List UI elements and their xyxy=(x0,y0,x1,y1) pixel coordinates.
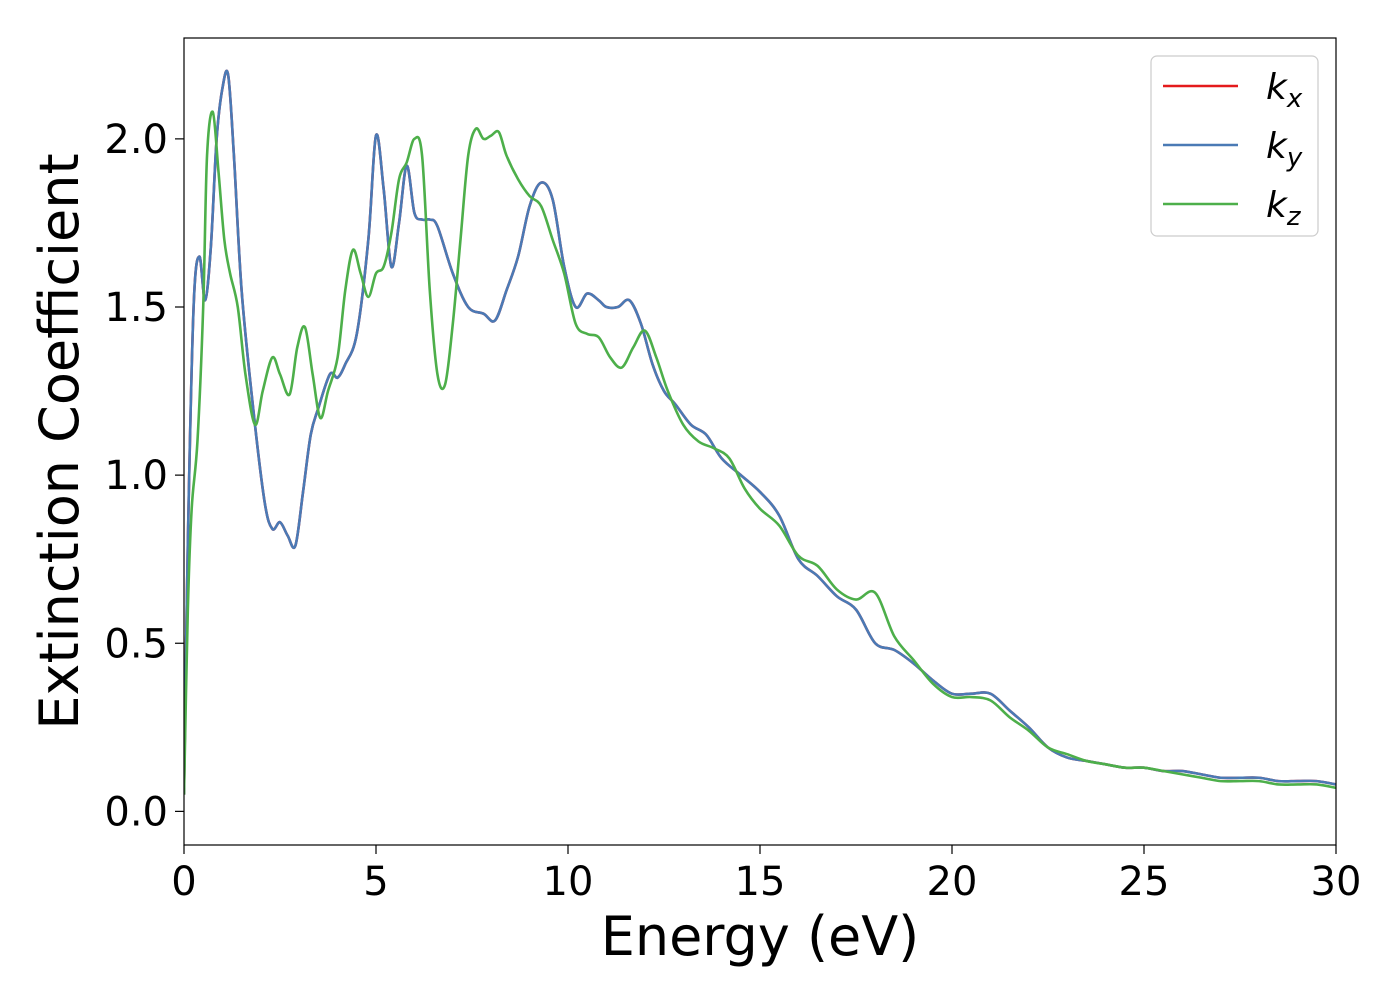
y-tick-label: 1.5 xyxy=(104,285,168,331)
y-tick-label: 0.0 xyxy=(104,789,168,835)
x-tick-label: 25 xyxy=(1119,859,1170,905)
legend: kx ky kz xyxy=(1150,55,1319,237)
x-tick-label: 10 xyxy=(543,859,594,905)
x-tick-label: 5 xyxy=(363,859,388,905)
x-tick-label: 30 xyxy=(1311,859,1362,905)
y-tick-label: 0.5 xyxy=(104,621,168,667)
x-tick-label: 0 xyxy=(171,859,196,905)
x-tick-label: 15 xyxy=(735,859,786,905)
y-tick-label: 2.0 xyxy=(104,117,168,163)
y-axis-title: Extinction Coefficient xyxy=(28,153,91,729)
x-axis: 0 5 10 15 20 25 30 xyxy=(171,845,1361,905)
y-axis: 0.0 0.5 1.0 1.5 2.0 xyxy=(104,117,184,835)
legend-label-z: kz xyxy=(1266,185,1302,232)
x-axis-title: Energy (eV) xyxy=(601,905,920,968)
legend-label-x: kx xyxy=(1266,67,1303,114)
series-layer xyxy=(184,69,1336,795)
series-line-z xyxy=(184,110,1336,795)
x-tick-label: 20 xyxy=(927,859,978,905)
legend-label-y: ky xyxy=(1266,126,1303,173)
y-tick-label: 1.0 xyxy=(104,453,168,499)
